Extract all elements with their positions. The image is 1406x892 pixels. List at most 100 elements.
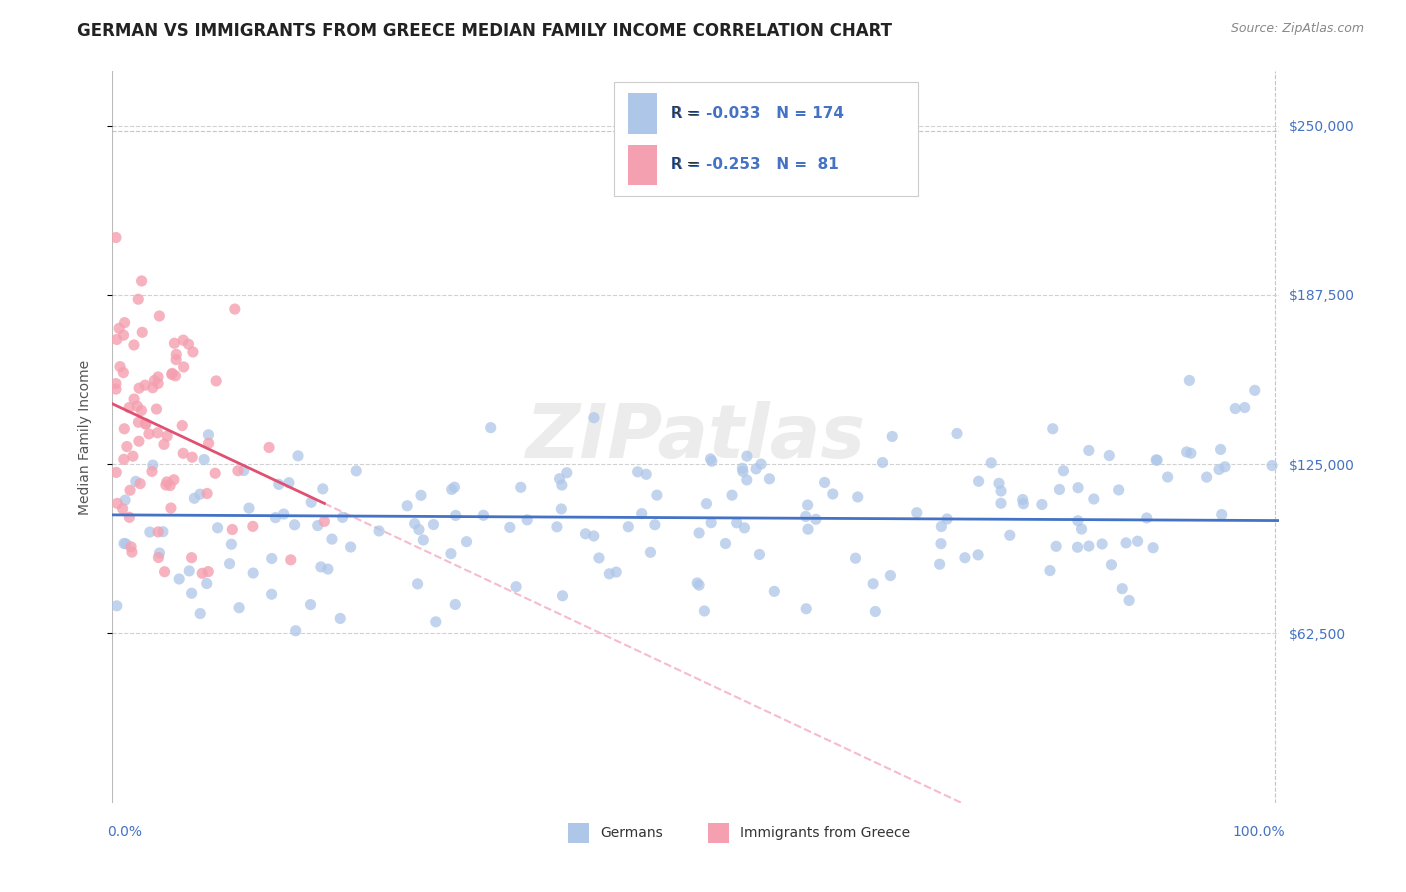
Point	[1083, 491, 1105, 506]
Point	[242, 519, 264, 533]
Point	[443, 480, 465, 494]
Point	[143, 374, 166, 388]
Point	[105, 333, 128, 347]
Point	[156, 475, 179, 489]
Point	[264, 510, 287, 524]
Point	[129, 476, 152, 491]
Point	[153, 437, 176, 451]
Point	[735, 449, 758, 463]
Point	[1067, 481, 1090, 495]
Point	[218, 557, 240, 571]
Point	[1178, 373, 1201, 387]
Text: Germans: Germans	[600, 826, 664, 839]
Point	[645, 488, 668, 502]
Point	[181, 450, 204, 465]
Point	[865, 605, 887, 619]
Point	[1233, 401, 1256, 415]
Point	[344, 464, 367, 478]
Text: Source: ZipAtlas.com: Source: ZipAtlas.com	[1230, 22, 1364, 36]
Point	[953, 550, 976, 565]
Point	[1195, 470, 1218, 484]
Point	[112, 536, 135, 550]
Point	[1108, 483, 1130, 497]
Point	[1039, 564, 1062, 578]
Point	[574, 526, 596, 541]
Text: R = -0.033   N = 174: R = -0.033 N = 174	[672, 106, 845, 121]
Point	[1243, 384, 1265, 398]
Point	[125, 475, 148, 489]
Point	[582, 410, 605, 425]
Point	[505, 580, 527, 594]
Point	[700, 454, 723, 468]
Point	[118, 401, 141, 415]
Point	[412, 533, 434, 547]
Point	[588, 551, 610, 566]
Point	[105, 466, 128, 480]
Point	[280, 553, 302, 567]
Point	[108, 321, 131, 335]
Point	[550, 502, 572, 516]
Point	[733, 521, 755, 535]
Point	[205, 374, 228, 388]
Point	[221, 537, 243, 551]
Text: Immigrants from Greece: Immigrants from Greece	[741, 826, 911, 839]
Point	[749, 457, 772, 471]
Point	[321, 532, 343, 546]
Point	[115, 440, 138, 454]
Point	[115, 537, 138, 551]
Point	[127, 292, 149, 306]
Point	[118, 510, 141, 524]
Point	[967, 475, 990, 489]
Point	[1070, 522, 1092, 536]
Text: 0.0%: 0.0%	[107, 825, 142, 838]
Point	[159, 478, 181, 492]
Point	[479, 420, 502, 434]
Point	[148, 309, 170, 323]
Point	[551, 478, 574, 492]
Point	[745, 462, 768, 476]
Point	[121, 545, 143, 559]
Point	[104, 382, 127, 396]
Point	[207, 521, 229, 535]
Point	[309, 560, 332, 574]
Point	[967, 548, 990, 562]
Point	[122, 392, 145, 406]
Point	[936, 512, 959, 526]
Point	[444, 598, 467, 612]
Point	[813, 475, 835, 490]
Point	[582, 529, 605, 543]
Point	[287, 449, 309, 463]
Point	[179, 564, 201, 578]
Point	[1144, 453, 1167, 467]
Point	[1031, 498, 1053, 512]
Point	[138, 426, 160, 441]
FancyBboxPatch shape	[628, 145, 658, 185]
Point	[1066, 540, 1088, 554]
Point	[167, 572, 190, 586]
Point	[1126, 534, 1149, 549]
Point	[232, 464, 254, 478]
Point	[409, 488, 432, 502]
Point	[224, 301, 246, 316]
Point	[226, 464, 249, 478]
Point	[714, 536, 737, 550]
Point	[693, 604, 716, 618]
Point	[794, 601, 817, 615]
Point	[404, 516, 426, 531]
Point	[725, 516, 748, 530]
Point	[188, 487, 211, 501]
Point	[444, 508, 467, 523]
Point	[1115, 536, 1137, 550]
Point	[368, 524, 391, 538]
Point	[146, 370, 169, 384]
Point	[846, 490, 869, 504]
Point	[1098, 449, 1121, 463]
Point	[278, 475, 301, 490]
Point	[238, 501, 260, 516]
Point	[928, 558, 950, 572]
Point	[1052, 464, 1074, 478]
Point	[440, 547, 463, 561]
Point	[197, 565, 219, 579]
Point	[312, 482, 335, 496]
Point	[172, 418, 194, 433]
